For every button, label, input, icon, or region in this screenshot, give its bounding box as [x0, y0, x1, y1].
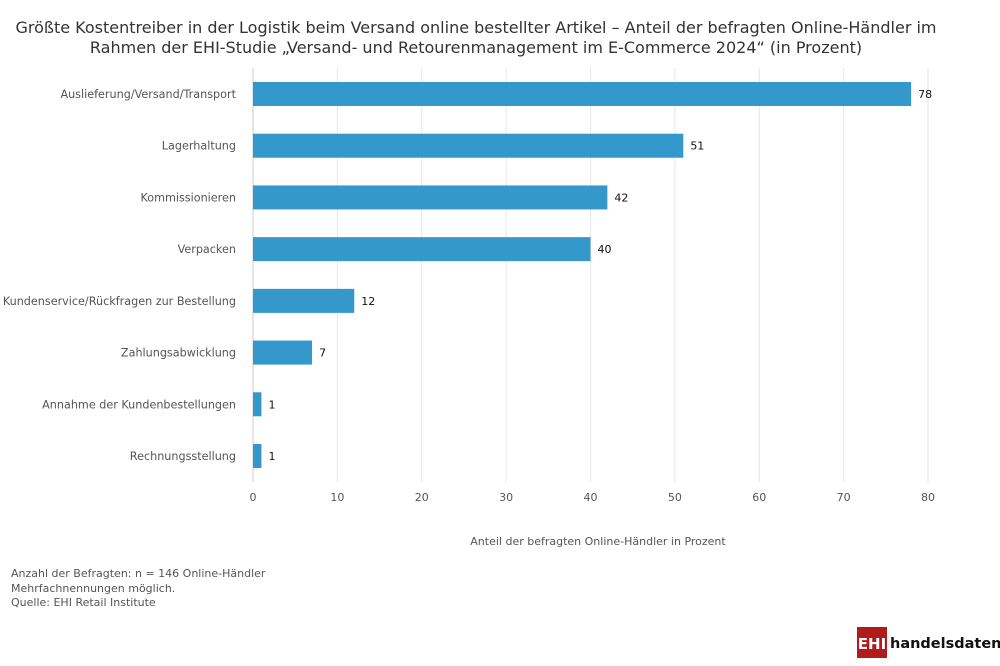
bar [253, 392, 262, 417]
bar [253, 133, 684, 158]
gridlines [252, 68, 929, 482]
data-label: 78 [918, 88, 932, 101]
bar [253, 82, 912, 106]
category-label: Kommissionieren [140, 191, 236, 204]
bar [253, 288, 355, 313]
x-tick-label: 60 [752, 491, 766, 504]
data-label: 42 [614, 191, 628, 204]
x-tick-label: 10 [330, 491, 344, 504]
chart-title-line-2: Rahmen der EHI-Studie „Versand- und Reto… [90, 38, 862, 57]
data-label: 1 [268, 398, 275, 411]
category-label: Auslieferung/Versand/Transport [60, 88, 236, 101]
logo-text: handelsdaten.de [890, 636, 1000, 652]
note-multiple: Mehrfachnennungen möglich. [11, 582, 175, 595]
ehi-logo: EHI handelsdaten.de [857, 627, 1000, 658]
bar [253, 444, 262, 468]
x-tick-label: 30 [499, 491, 513, 504]
bar [253, 237, 591, 262]
logo-box [857, 627, 887, 658]
bar [253, 340, 313, 365]
x-tick-labels: 0 10 20 30 40 50 60 70 80 [250, 491, 936, 504]
note-source: Quelle: EHI Retail Institute [11, 596, 156, 609]
x-axis-label: Anteil der befragten Online-Händler in P… [470, 535, 726, 548]
data-label: 51 [690, 140, 704, 153]
category-label: Annahme der Kundenbestellungen [42, 398, 236, 411]
data-label: 40 [598, 243, 612, 256]
logo-box-text: EHI [858, 635, 886, 653]
category-label: Rechnungsstellung [130, 450, 236, 463]
x-tick-label: 20 [415, 491, 429, 504]
category-label: Kundenservice/Rückfragen zur Bestellung [3, 295, 236, 308]
data-label: 7 [319, 347, 326, 360]
x-tick-label: 50 [668, 491, 682, 504]
category-label: Lagerhaltung [162, 140, 236, 153]
category-label: Zahlungsabwicklung [121, 347, 236, 360]
chart-title-line-1: Größte Kostentreiber in der Logistik bei… [15, 18, 936, 37]
bar [253, 185, 608, 210]
data-label: 1 [268, 450, 275, 463]
category-label: Verpacken [178, 243, 236, 256]
bars: Auslieferung/Versand/Transport 78 Lagerhal… [3, 82, 932, 468]
x-tick-label: 70 [837, 491, 851, 504]
x-tick-label: 0 [250, 491, 257, 504]
note-respondents: Anzahl der Befragten: n = 146 Online-Hän… [11, 567, 266, 580]
data-label: 12 [361, 295, 375, 308]
x-tick-label: 80 [921, 491, 935, 504]
x-tick-label: 40 [584, 491, 598, 504]
